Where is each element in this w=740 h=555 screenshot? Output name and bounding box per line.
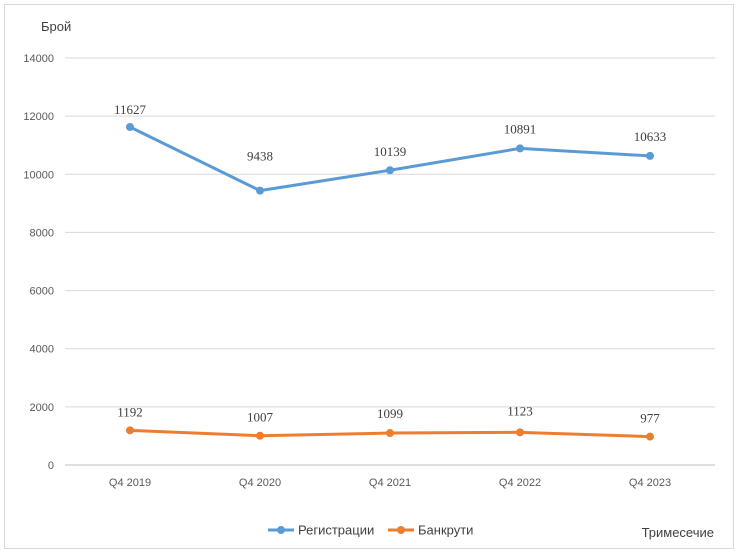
x-tick-label: Q4 2019 bbox=[109, 477, 151, 489]
x-tick-label: Q4 2022 bbox=[499, 477, 541, 489]
y-axis-ticks: 0 2000 4000 6000 8000 10000 12000 14000 bbox=[23, 53, 54, 472]
data-point bbox=[646, 432, 654, 441]
legend-label: Регистрации bbox=[298, 523, 374, 538]
chart-frame bbox=[4, 4, 734, 549]
data-label: 977 bbox=[640, 411, 660, 426]
y-tick-label: 4000 bbox=[30, 344, 54, 356]
x-tick-label: Q4 2021 bbox=[369, 477, 411, 489]
legend-marker bbox=[397, 526, 405, 534]
y-tick-label: 8000 bbox=[30, 227, 54, 239]
data-point bbox=[386, 429, 394, 438]
y-tick-label: 10000 bbox=[23, 169, 54, 181]
y-tick-label: 2000 bbox=[30, 402, 54, 414]
x-tick-label: Q4 2020 bbox=[239, 477, 281, 489]
y-tick-label: 14000 bbox=[23, 53, 54, 65]
data-point bbox=[256, 186, 264, 195]
data-point bbox=[126, 426, 134, 435]
x-axis-title: Тримесечие bbox=[642, 525, 714, 540]
data-label: 11627 bbox=[114, 102, 147, 117]
x-axis-ticks: Q4 2019 Q4 2020 Q4 2021 Q4 2022 Q4 2023 bbox=[109, 477, 671, 489]
y-tick-label: 12000 bbox=[23, 111, 54, 123]
y-tick-label: 0 bbox=[48, 460, 54, 472]
data-point bbox=[516, 144, 524, 153]
data-point bbox=[386, 166, 394, 175]
legend-marker bbox=[277, 526, 285, 534]
data-label: 1007 bbox=[247, 410, 274, 425]
series-layer bbox=[126, 122, 654, 441]
data-label: 9438 bbox=[247, 149, 273, 164]
data-point bbox=[256, 431, 264, 440]
y-axis-title: Брой bbox=[41, 19, 71, 34]
data-labels: 11627 9438 10139 10891 10633 1192 1007 1099 1123… bbox=[114, 102, 666, 426]
data-label: 10891 bbox=[504, 121, 537, 136]
legend-label: Банкрути bbox=[418, 523, 473, 538]
data-label: 10633 bbox=[634, 129, 667, 144]
data-label: 1192 bbox=[117, 404, 143, 419]
data-point bbox=[516, 428, 524, 437]
data-point bbox=[646, 151, 654, 160]
data-point bbox=[126, 122, 134, 131]
legend: Регистрации Банкрути bbox=[268, 523, 473, 538]
data-label: 10139 bbox=[374, 144, 407, 159]
data-label: 1123 bbox=[507, 403, 533, 418]
x-tick-label: Q4 2023 bbox=[629, 477, 671, 489]
y-tick-label: 6000 bbox=[30, 286, 54, 298]
gridlines bbox=[65, 57, 715, 466]
data-label: 1099 bbox=[377, 406, 403, 421]
